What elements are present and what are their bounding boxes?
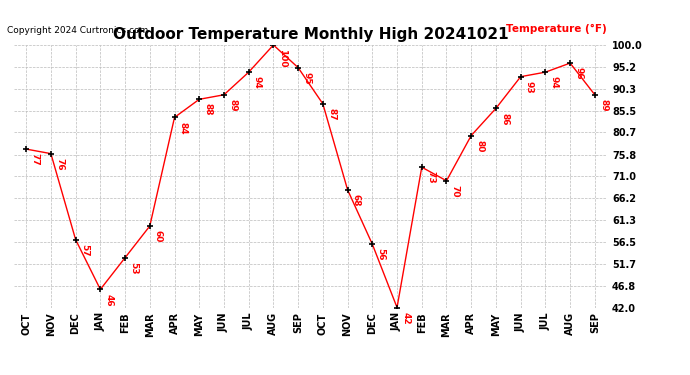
Text: 53: 53 [129, 262, 138, 274]
Text: 88: 88 [204, 104, 213, 116]
Text: 46: 46 [104, 294, 113, 306]
Text: 70: 70 [451, 185, 460, 198]
Text: 84: 84 [179, 122, 188, 134]
Title: Outdoor Temperature Monthly High 20241021: Outdoor Temperature Monthly High 2024102… [112, 27, 509, 42]
Text: 68: 68 [352, 194, 361, 207]
Text: Temperature (°F): Temperature (°F) [506, 24, 607, 34]
Text: 96: 96 [574, 67, 583, 80]
Text: 94: 94 [549, 76, 558, 89]
Text: 100: 100 [277, 49, 286, 68]
Text: 89: 89 [228, 99, 237, 112]
Text: 56: 56 [377, 248, 386, 261]
Text: 87: 87 [327, 108, 336, 121]
Text: 60: 60 [154, 230, 163, 243]
Text: 57: 57 [80, 244, 89, 256]
Text: 77: 77 [30, 153, 39, 166]
Text: 95: 95 [302, 72, 311, 84]
Text: 80: 80 [475, 140, 484, 152]
Text: 73: 73 [426, 171, 435, 184]
Text: 89: 89 [599, 99, 608, 112]
Text: Copyright 2024 Curtronics.com: Copyright 2024 Curtronics.com [7, 26, 148, 35]
Text: 86: 86 [500, 112, 509, 125]
Text: 93: 93 [525, 81, 534, 93]
Text: 42: 42 [401, 312, 410, 324]
Text: 76: 76 [55, 158, 64, 170]
Text: 94: 94 [253, 76, 262, 89]
